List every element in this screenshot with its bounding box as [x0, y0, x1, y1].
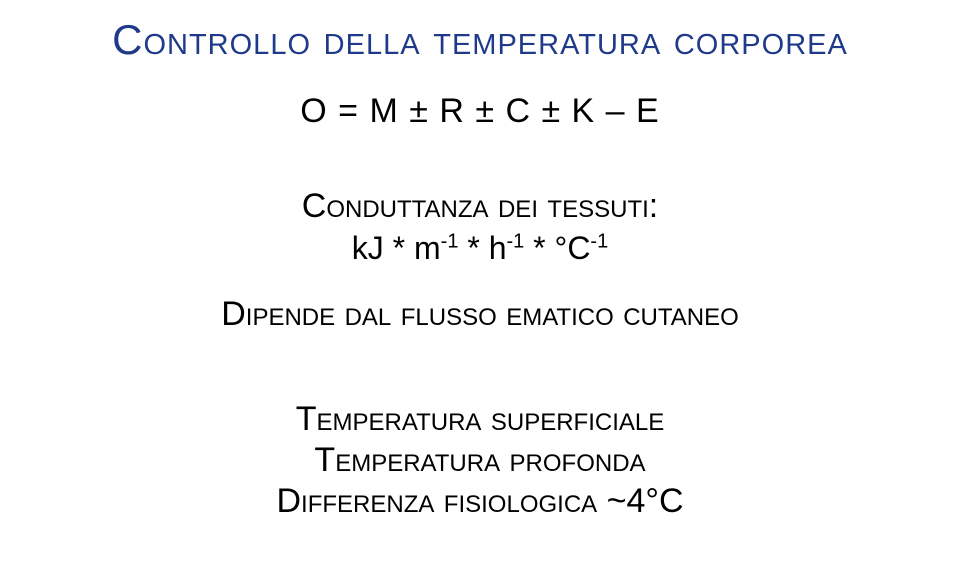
temperature-summary: Temperatura superficiale Temperatura pro…: [0, 400, 960, 521]
physio-diff-line: Differenza fisiologica ~4°C: [0, 482, 960, 521]
slide-title: Controllo della temperatura corporea: [0, 16, 960, 64]
heat-balance-equation: O = M ± R ± C ± K – E: [0, 92, 960, 131]
conductance-units: kJ * m-1 * h-1 * °C-1: [0, 230, 960, 267]
deep-temp-line: Temperatura profonda: [0, 441, 960, 480]
conductance-label: Conduttanza dei tessuti:: [0, 187, 960, 226]
surface-temp-line: Temperatura superficiale: [0, 400, 960, 439]
depends-on-line: Dipende dal flusso ematico cutaneo: [0, 295, 960, 334]
slide-page: Controllo della temperatura corporea O =…: [0, 0, 960, 569]
